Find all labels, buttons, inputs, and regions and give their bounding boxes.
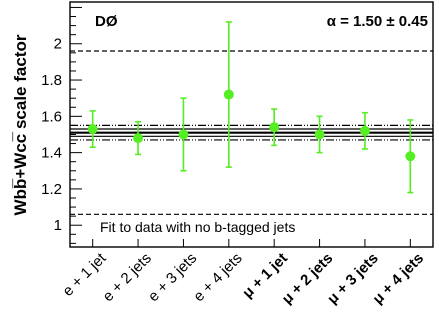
data-point-group — [87, 110, 98, 148]
fit-note: Fit to data with no b-tagged jets — [100, 219, 295, 235]
data-point-marker — [314, 129, 325, 140]
x-category-label: e + 3 jets — [145, 250, 200, 305]
y-tick-label: 1 — [54, 217, 62, 234]
data-point-group — [359, 111, 370, 150]
x-category-label: e + 2 jets — [100, 250, 155, 305]
y-axis: 1 1.2 1.4 1.6 1.8 2 — [41, 6, 82, 244]
reference-lines — [70, 50, 433, 215]
data-point-marker — [87, 124, 98, 135]
experiment-label: DØ — [95, 13, 118, 30]
data-point-group — [223, 21, 234, 168]
data-point-group — [133, 120, 144, 156]
data-point-marker — [405, 151, 416, 162]
alpha-label: α = 1.50 ± 0.45 — [327, 13, 428, 30]
y-tick-label: 1.6 — [41, 108, 62, 125]
data-point-group — [269, 108, 280, 147]
data-point-group — [405, 119, 416, 194]
x-category-label: e + 4 jets — [190, 250, 245, 305]
data-point-marker — [359, 125, 370, 136]
data-points — [87, 21, 416, 194]
data-point-marker — [133, 133, 144, 144]
y-tick-label: 1.8 — [41, 72, 62, 89]
y-tick-label: 1.4 — [41, 145, 62, 162]
data-point-marker — [269, 122, 280, 133]
y-axis-title: Wbb̅+Wcc̅ scale factor — [11, 34, 30, 215]
y-tick-label: 2 — [54, 36, 62, 53]
data-point-marker — [223, 89, 234, 100]
data-point-marker — [178, 129, 189, 140]
y-tick-label: 1.2 — [41, 181, 62, 198]
plot-frame — [69, 1, 434, 248]
data-point-group — [178, 97, 189, 172]
data-point-group — [314, 115, 325, 154]
